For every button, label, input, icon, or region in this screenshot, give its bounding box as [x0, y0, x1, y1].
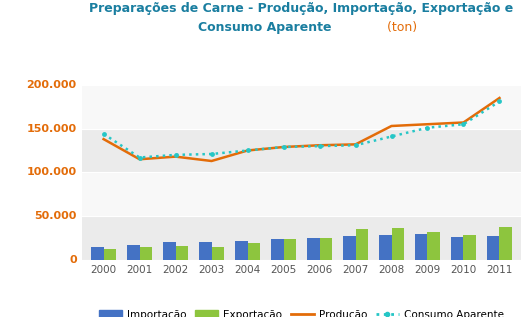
Bar	[451, 237, 463, 260]
Text: 100.000: 100.000	[26, 167, 77, 178]
Bar	[199, 243, 212, 260]
Bar	[140, 247, 152, 260]
Bar	[271, 239, 284, 260]
Bar	[248, 243, 260, 260]
Text: (ton): (ton)	[383, 21, 417, 34]
Bar	[82, 172, 521, 216]
Bar	[307, 238, 320, 260]
Bar	[235, 241, 248, 260]
Bar	[355, 229, 368, 260]
Bar	[391, 229, 404, 260]
Bar	[343, 236, 355, 260]
Bar	[163, 243, 176, 260]
Bar	[104, 249, 116, 260]
Text: Preparações de Carne - Produção, Importação, Exportação e: Preparações de Carne - Produção, Importa…	[89, 2, 514, 15]
Text: 150.000: 150.000	[26, 124, 77, 133]
Bar	[82, 216, 521, 260]
Bar	[82, 85, 521, 129]
Text: 200.000: 200.000	[26, 80, 77, 90]
Bar	[415, 234, 427, 260]
Legend: Importação, Exportação, Produção, Consumo Aparente: Importação, Exportação, Produção, Consum…	[95, 306, 508, 317]
Bar	[91, 247, 104, 260]
Bar	[487, 236, 499, 260]
Bar	[176, 246, 188, 260]
Text: 50.000: 50.000	[34, 211, 77, 221]
Bar	[82, 129, 521, 172]
Text: Consumo Aparente: Consumo Aparente	[198, 21, 331, 34]
Text: 0: 0	[69, 255, 77, 265]
Bar	[284, 239, 296, 260]
Bar	[320, 238, 332, 260]
Bar	[127, 245, 140, 260]
Bar	[427, 232, 440, 260]
Bar	[463, 236, 476, 260]
Bar	[499, 227, 512, 260]
Bar	[379, 236, 391, 260]
Bar	[212, 247, 224, 260]
